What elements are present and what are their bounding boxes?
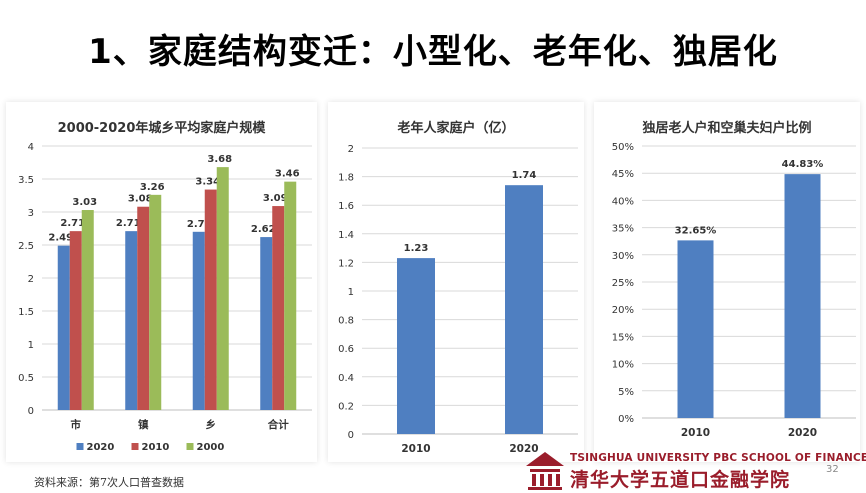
- household-size-chart-panel: 2000-2020年城乡平均家庭户规模 0 0.5 1 1.5 2 2.5 3 3.5 4 市 2.4…: [6, 102, 317, 462]
- data-label: 3.68: [207, 154, 232, 165]
- legend-label: 2020: [87, 442, 115, 453]
- bar: [784, 174, 821, 418]
- bar: [284, 181, 297, 410]
- legend-swatch: [131, 443, 139, 450]
- x-tick-label: 2010: [681, 427, 710, 439]
- y-tick-label: 0.2: [338, 401, 354, 412]
- bar: [69, 231, 82, 410]
- chart-title: 独居老人户和空巢夫妇户比例: [642, 120, 811, 136]
- bar: [272, 206, 285, 410]
- y-tick-label: 0.5: [18, 373, 34, 384]
- y-tick-label: 45%: [612, 169, 634, 180]
- y-tick-label: 1.5: [18, 307, 34, 318]
- data-label: 3.09: [263, 193, 288, 204]
- legend-label: 2010: [142, 442, 170, 453]
- elderly-households-chart: 老年人家庭户（亿） 0 0.2 0.4 0.6 0.8 1 1.2 1.4 1.6 1.8 2 2010…: [338, 120, 578, 455]
- y-tick-label: 15%: [612, 332, 634, 343]
- y-tick-label: 1.8: [338, 173, 354, 184]
- y-tick-label: 1.6: [338, 201, 354, 212]
- data-label: 2.49: [48, 233, 73, 244]
- legend-swatch: [76, 443, 84, 450]
- y-tick-label: 0: [28, 406, 34, 417]
- y-tick-label: 3: [28, 208, 34, 219]
- y-tick-label: 0.6: [338, 344, 354, 355]
- living-alone-ratio-chart: 独居老人户和空巢夫妇户比例 0% 5% 10% 15% 20% 25% 30% 35% 40% 45…: [612, 120, 856, 439]
- y-tick-label: 40%: [612, 196, 634, 207]
- legend-label: 2000: [197, 442, 225, 453]
- y-tick-label: 2.5: [18, 241, 34, 252]
- y-tick-label: 1.2: [338, 258, 354, 269]
- bar: [397, 258, 435, 434]
- y-tick-label: 20%: [612, 305, 634, 316]
- y-tick-label: 10%: [612, 360, 634, 371]
- slide-title: 1、家庭结构变迁：小型化、老年化、独居化: [88, 32, 778, 72]
- bar: [260, 237, 273, 410]
- y-tick-label: 2: [348, 144, 354, 155]
- bar: [505, 185, 543, 434]
- x-tick-label: 乡: [206, 418, 217, 431]
- data-label: 3.34: [195, 177, 220, 188]
- y-tick-label: 0%: [618, 414, 634, 425]
- bar: [149, 194, 162, 410]
- y-tick-label: 2: [28, 274, 34, 285]
- y-tick-label: 5%: [618, 387, 634, 398]
- data-label: 3.26: [140, 182, 165, 193]
- y-tick-label: 25%: [612, 278, 634, 289]
- bar: [137, 206, 150, 410]
- y-tick-label: 0.8: [338, 316, 354, 327]
- data-label: 2.71: [60, 218, 85, 229]
- page-number: 32: [826, 464, 839, 475]
- y-tick-label: 1.4: [338, 230, 354, 241]
- data-label: 1.74: [512, 170, 537, 181]
- elderly-households-chart-panel: 老年人家庭户（亿） 0 0.2 0.4 0.6 0.8 1 1.2 1.4 1.6 1.8 2 2010…: [328, 102, 584, 462]
- x-tick-label: 合计: [267, 418, 289, 431]
- y-tick-label: 0.4: [338, 373, 354, 384]
- bar: [192, 231, 205, 410]
- data-label: 2.71: [116, 218, 141, 229]
- data-label: 3.46: [275, 169, 300, 180]
- chart-title: 老年人家庭户（亿）: [396, 120, 514, 136]
- data-label: 3.03: [72, 197, 97, 208]
- y-tick-label: 1: [28, 340, 34, 351]
- bar: [204, 189, 217, 410]
- y-tick-label: 4: [28, 142, 34, 153]
- x-tick-label: 2020: [509, 443, 538, 455]
- tsinghua-emblem-icon: [526, 452, 564, 490]
- source-note: 资料来源：第7次人口普查数据: [34, 476, 184, 489]
- school-logo: TSINGHUA UNIVERSITY PBC SCHOOL OF FINANC…: [524, 450, 866, 492]
- data-label: 32.65%: [675, 225, 717, 236]
- bar: [81, 210, 94, 410]
- y-tick-label: 35%: [612, 224, 634, 235]
- y-tick-label: 30%: [612, 251, 634, 262]
- chart-title: 2000-2020年城乡平均家庭户规模: [58, 120, 267, 136]
- legend-swatch: [186, 443, 194, 450]
- logo-chinese-name: 清华大学五道口金融学院: [570, 469, 791, 491]
- data-label: 2.7: [187, 219, 205, 230]
- x-tick-label: 2010: [401, 443, 430, 455]
- y-tick-label: 50%: [612, 142, 634, 153]
- x-tick-label: 市: [71, 418, 82, 431]
- logo-english-name: TSINGHUA UNIVERSITY PBC SCHOOL OF FINANC…: [570, 452, 866, 464]
- bar: [125, 231, 138, 410]
- data-label: 44.83%: [782, 159, 824, 170]
- y-tick-label: 3.5: [18, 175, 34, 186]
- x-tick-label: 镇: [138, 418, 149, 431]
- bar: [677, 240, 714, 418]
- living-alone-ratio-chart-panel: 独居老人户和空巢夫妇户比例 0% 5% 10% 15% 20% 25% 30% 35% 40% 45…: [594, 102, 860, 462]
- household-size-chart: 2000-2020年城乡平均家庭户规模 0 0.5 1 1.5 2 2.5 3 3.5 4 市 2.4…: [18, 120, 312, 453]
- bar: [216, 167, 229, 410]
- data-label: 2.62: [251, 224, 276, 235]
- data-label: 3.08: [128, 194, 153, 205]
- y-tick-label: 0: [348, 430, 354, 441]
- bar: [57, 245, 70, 410]
- data-label: 1.23: [404, 243, 429, 254]
- y-tick-label: 1: [348, 287, 354, 298]
- x-tick-label: 2020: [788, 427, 817, 439]
